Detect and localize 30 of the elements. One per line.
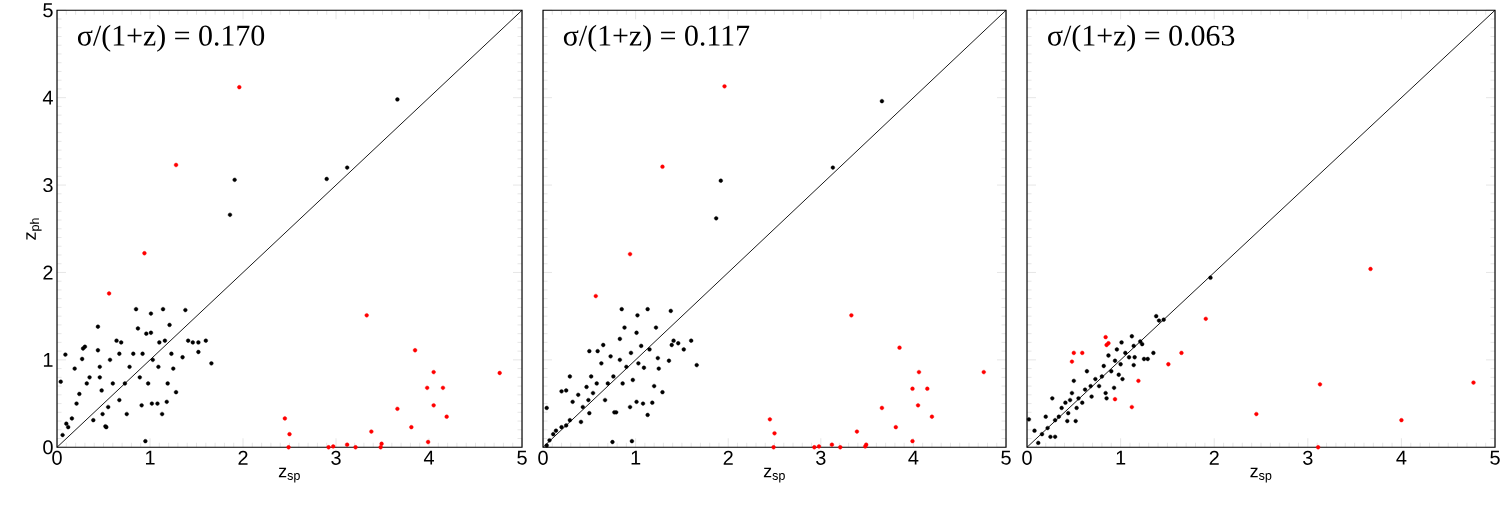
x-tick-label: 5	[1001, 450, 1011, 465]
x-tick-label: 0	[1022, 450, 1032, 465]
y-tick-label: 0	[43, 440, 53, 455]
x-tick-label: 1	[1116, 450, 1126, 465]
x-tick-label: 3	[1303, 450, 1313, 465]
x-axis-title: z$_{sp}$	[1250, 467, 1272, 483]
x-tick-label: 4	[423, 450, 434, 465]
x-tick-label: 1	[145, 450, 155, 465]
annotation: σ/(1+z) = 0.063	[1048, 24, 1235, 52]
x-tick-label: 5	[1490, 450, 1500, 465]
x-tick-label: 2	[723, 450, 733, 465]
y-tick-label: 1	[43, 352, 53, 367]
annotation: σ/(1+z) = 0.117	[563, 24, 750, 52]
x-tick-label: 2	[1209, 450, 1219, 465]
y-tick-label: 3	[43, 177, 53, 192]
y-axis-title: z$_{ph}$	[26, 218, 42, 240]
y-tick-label: 4	[42, 90, 53, 105]
y-tick-label: 5	[43, 3, 53, 18]
x-axis-title: z$_{sp}$	[763, 467, 785, 483]
x-tick-label: 4	[908, 450, 919, 465]
x-tick-label: 4	[1396, 450, 1407, 465]
x-tick-label: 5	[517, 450, 527, 465]
x-tick-label: 2	[238, 450, 248, 465]
x-tick-label: 3	[331, 450, 341, 465]
x-axis-title: z$_{sp}$	[278, 467, 300, 483]
annotation: σ/(1+z) = 0.170	[77, 24, 265, 52]
x-tick-label: 0	[538, 450, 548, 465]
x-tick-label: 3	[816, 450, 826, 465]
x-tick-label: 1	[631, 450, 641, 465]
y-tick-label: 2	[43, 265, 53, 280]
